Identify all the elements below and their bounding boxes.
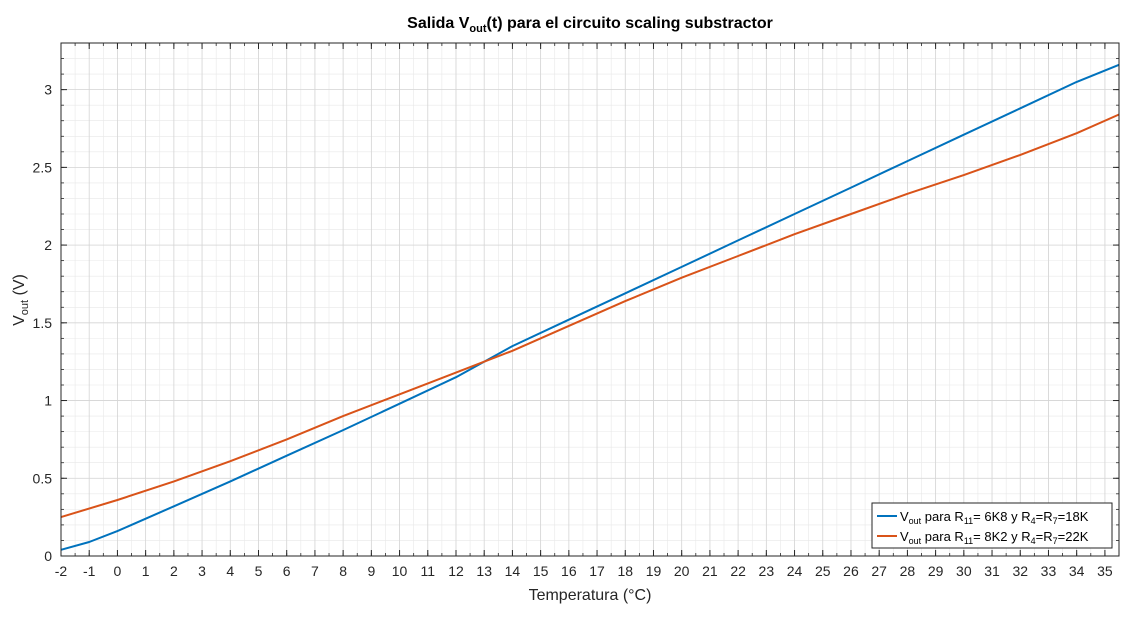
x-tick-label: 20	[674, 563, 690, 579]
x-tick-label: 29	[928, 563, 944, 579]
x-tick-label: -1	[83, 563, 96, 579]
x-tick-label: 3	[198, 563, 206, 579]
x-tick-label: 32	[1012, 563, 1028, 579]
x-tick-label: 13	[476, 563, 492, 579]
x-tick-label: 16	[561, 563, 577, 579]
y-axis-title-subscript: out	[19, 300, 31, 315]
x-tick-label: 9	[367, 563, 375, 579]
series-line-1	[60, 63, 1120, 551]
chart-title-subscript: out	[469, 23, 486, 35]
x-tick-label: 11	[420, 563, 435, 579]
y-tick-label: 2.5	[33, 159, 53, 175]
x-tick-label: 17	[589, 563, 605, 579]
y-tick-label: 1	[44, 393, 52, 409]
y-axis-title: Vout (V)	[11, 274, 31, 326]
y-tick-label: 0	[44, 548, 52, 564]
x-tick-label: 8	[339, 563, 347, 579]
x-tick-label: 22	[730, 563, 746, 579]
x-tick-label: 31	[984, 563, 1000, 579]
x-tick-label: 23	[759, 563, 775, 579]
x-tick-label: 33	[1041, 563, 1057, 579]
y-tick-label: 0.5	[33, 470, 53, 486]
x-tick-label: 24	[787, 563, 803, 579]
x-tick-label: 27	[871, 563, 887, 579]
x-tick-label: 10	[392, 563, 408, 579]
legend-entry-series-1: Vout para R11= 6K8 y R4=R7=18K	[900, 509, 1089, 526]
x-tick-label: 21	[702, 563, 718, 579]
x-tick-label: 26	[843, 563, 859, 579]
x-tick-label: 14	[505, 563, 521, 579]
x-tick-label: 1	[142, 563, 150, 579]
plot-frame	[60, 42, 1120, 557]
x-tick-label: 7	[311, 563, 319, 579]
legend: Vout para R11= 6K8 y R4=R7=18K Vout para…	[871, 502, 1113, 549]
y-tick-label: 3	[44, 82, 52, 98]
x-tick-label: 34	[1069, 563, 1085, 579]
y-tick-label: 1.5	[33, 315, 53, 331]
chart-title: Salida Vout(t) para el circuito scaling …	[407, 15, 773, 35]
x-tick-label: 6	[283, 563, 291, 579]
x-tick-label: 18	[617, 563, 633, 579]
legend-entry-series-2: Vout para R11= 8K2 y R4=R7=22K	[900, 529, 1089, 546]
series-line-2	[60, 113, 1120, 519]
axis-ticks	[60, 42, 1120, 557]
x-tick-label: 35	[1097, 563, 1113, 579]
x-tick-label: 5	[255, 563, 263, 579]
x-tick-label: 30	[956, 563, 972, 579]
x-tick-label: 28	[900, 563, 916, 579]
x-tick-label: 25	[815, 563, 831, 579]
x-tick-label: 2	[170, 563, 178, 579]
x-axis-title: Temperatura (°C)	[529, 587, 652, 604]
series-lines	[60, 63, 1120, 551]
legend-box	[871, 502, 1113, 549]
x-tick-labels: -2 -1 0 1 2 3 4 5 6 7 8 9 10 11 12 13 14 15 16 17 18 19 20 21 22…	[55, 563, 1113, 579]
x-tick-label: 4	[226, 563, 234, 579]
x-tick-label: -2	[55, 563, 68, 579]
x-tick-label: 15	[533, 563, 549, 579]
y-tick-label: 2	[44, 237, 52, 253]
plot-background	[61, 43, 1119, 556]
x-tick-label: 0	[114, 563, 122, 579]
y-tick-labels: 0 0.5 1 1.5 2 2.5 3	[33, 82, 53, 564]
x-tick-label: 12	[448, 563, 464, 579]
x-tick-label: 19	[646, 563, 662, 579]
